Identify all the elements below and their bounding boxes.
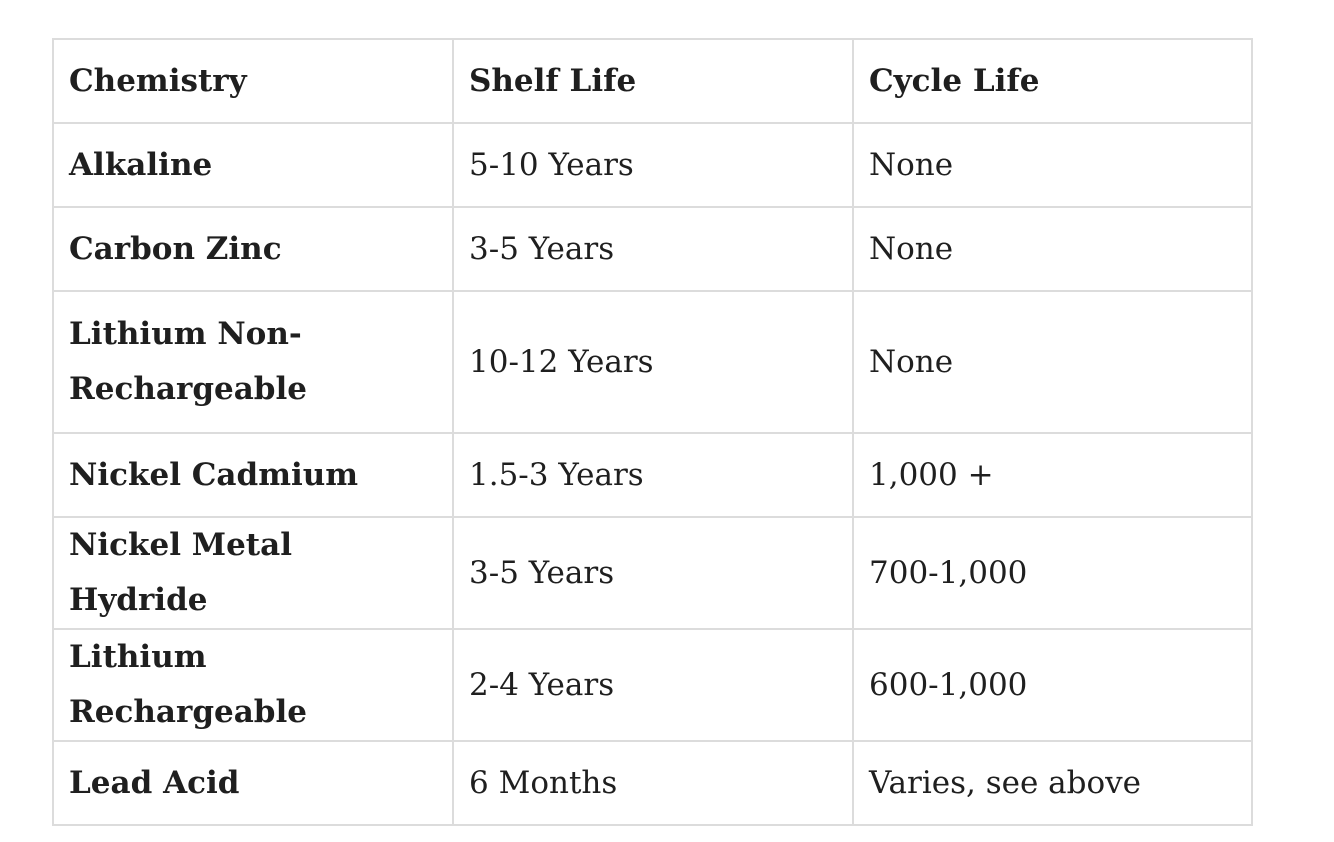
- table-row: Nickel Cadmium 1.5-3 Years 1,000 +: [52, 432, 1253, 518]
- cycle-life-cell: Varies, see above: [852, 740, 1253, 826]
- cycle-life-cell: None: [852, 122, 1253, 208]
- shelf-life-cell: 6 Months: [452, 740, 854, 826]
- table-row: Lithium Rechargeable 2-4 Years 600-1,000: [52, 628, 1253, 742]
- cycle-life-cell: 700-1,000: [852, 516, 1253, 630]
- header-row: Chemistry Shelf Life Cycle Life: [52, 38, 1253, 124]
- table-row: Carbon Zinc 3-5 Years None: [52, 206, 1253, 292]
- chemistry-cell: Lead Acid: [52, 740, 454, 826]
- shelf-life-cell: 10-12 Years: [452, 290, 854, 434]
- table-row: Lead Acid 6 Months Varies, see above: [52, 740, 1253, 826]
- chemistry-cell: Lithium Non-Rechargeable: [52, 290, 454, 434]
- chemistry-cell: Nickel Cadmium: [52, 432, 454, 518]
- cycle-life-cell: 600-1,000: [852, 628, 1253, 742]
- chemistry-cell: Carbon Zinc: [52, 206, 454, 292]
- shelf-life-cell: 1.5-3 Years: [452, 432, 854, 518]
- chemistry-cell: Alkaline: [52, 122, 454, 208]
- shelf-life-cell: 2-4 Years: [452, 628, 854, 742]
- table-header: Chemistry Shelf Life Cycle Life: [52, 38, 1253, 124]
- chemistry-cell: Lithium Rechargeable: [52, 628, 454, 742]
- shelf-life-cell: 5-10 Years: [452, 122, 854, 208]
- header-cycle-life: Cycle Life: [852, 38, 1253, 124]
- table-row: Alkaline 5-10 Years None: [52, 122, 1253, 208]
- shelf-life-cell: 3-5 Years: [452, 516, 854, 630]
- cycle-life-cell: None: [852, 206, 1253, 292]
- battery-life-table: Chemistry Shelf Life Cycle Life Alkaline…: [52, 38, 1253, 826]
- table-row: Nickel Metal Hydride 3-5 Years 700-1,000: [52, 516, 1253, 630]
- table-body: Alkaline 5-10 Years None Carbon Zinc 3-5…: [52, 122, 1253, 826]
- chemistry-cell: Nickel Metal Hydride: [52, 516, 454, 630]
- table-row: Lithium Non-Rechargeable 10-12 Years Non…: [52, 290, 1253, 434]
- header-chemistry: Chemistry: [52, 38, 454, 124]
- cycle-life-cell: 1,000 +: [852, 432, 1253, 518]
- cycle-life-cell: None: [852, 290, 1253, 434]
- header-shelf-life: Shelf Life: [452, 38, 854, 124]
- shelf-life-cell: 3-5 Years: [452, 206, 854, 292]
